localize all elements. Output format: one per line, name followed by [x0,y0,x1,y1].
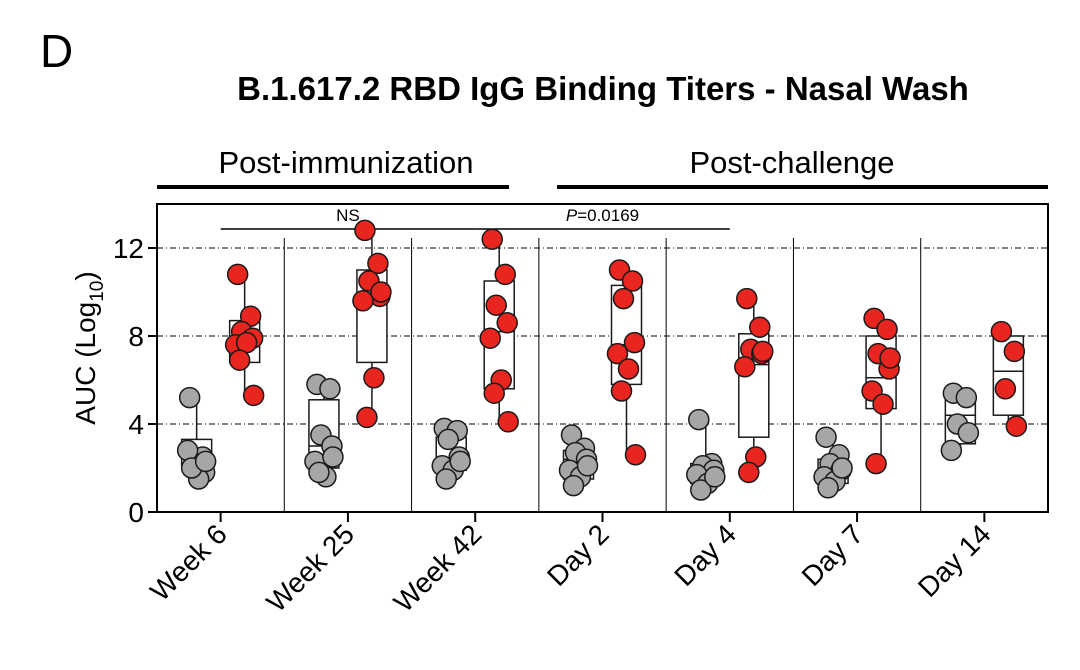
x-tick-label-0: Week 6 [144,518,233,607]
data-point-s1-3-6 [610,380,633,402]
gridlines [157,247,1048,425]
y-axis: 0 4 8 12 [113,233,157,528]
data-point-s1-0-7 [242,384,265,407]
group-label-post-challenge: Post-challenge [689,145,894,180]
data-point-s1-3-7 [624,444,647,466]
data-point-s1-4-6 [738,461,760,484]
y-tick-label-8: 8 [128,321,144,352]
x-axis: Week 6 Week 25 Week 42 Day 2 Day 4 Day 7 Day 1… [144,512,997,618]
data-point-s1-3-4 [606,342,629,365]
x-tick-label-4: Day 4 [668,518,742,592]
data-point-s1-3-5 [617,358,640,380]
data-point-s1-6-1 [1003,340,1026,363]
data-point-s1-2-0 [481,228,503,250]
category-separators [283,238,922,512]
data-point-s1-4-4 [734,356,756,378]
data-point-s1-4-7 [752,340,774,363]
data-point-s0-5-7 [831,457,853,479]
data-point-s1-1-6 [356,406,378,429]
data-point-s1-6-2 [994,378,1017,400]
data-point-s1-3-2 [612,287,635,310]
data-point-s0-6-1 [955,386,978,409]
plot-frame [156,203,1049,513]
y-tick-label-0: 0 [128,497,144,528]
chart-title: B.1.617.2 RBD IgG Binding Titers - Nasal… [237,70,969,107]
data-point-s1-5-7 [879,347,901,369]
data-point-s1-5-6 [865,452,887,475]
data-point-s0-0-0 [178,386,201,409]
annotation-label-0: NS [336,206,360,225]
data-point-s0-4-0 [688,408,710,431]
x-tick-label-5: Day 7 [796,518,870,592]
data-point-s1-3-3 [623,331,646,354]
data-point-s0-3-6 [562,474,585,497]
data-point-s1-6-0 [990,320,1013,343]
y-tick-label-4: 4 [128,409,144,440]
data-point-s0-6-4 [940,439,963,462]
data-point-s0-2-7 [449,450,471,473]
data-point-s0-5-6 [817,477,839,499]
data-point-s1-2-6 [483,382,505,404]
data-point-s1-3-1 [621,270,644,292]
data-points [176,219,1028,501]
data-point-s1-2-1 [494,263,516,286]
data-point-s1-5-5 [872,393,894,415]
data-point-s1-5-1 [876,318,898,341]
x-tick-label-2: Week 42 [388,518,488,618]
data-point-s1-1-0 [354,219,376,242]
data-point-s1-1-4 [352,290,374,312]
x-tick-label-1: Week 25 [260,518,360,618]
x-tick-label-6: Day 14 [912,518,997,603]
data-point-s1-6-3 [1005,415,1028,437]
data-point-s0-0-4 [176,439,199,462]
data-point-s1-0-0 [226,263,249,286]
data-point-s0-6-3 [957,422,980,444]
x-tick-label-3: Day 2 [541,518,615,592]
group-label-post-immunization: Post-immunization [219,145,474,180]
data-point-s0-1-6 [308,461,330,484]
data-point-s0-3-7 [576,455,599,477]
data-point-s1-2-4 [479,327,501,349]
data-point-s0-4-7 [704,466,726,488]
significance-annotations: NS P=0.0169 [220,206,730,230]
data-point-s1-4-1 [749,316,771,338]
data-point-s1-1-5 [363,367,385,389]
data-point-s0-2-6 [435,468,457,490]
data-point-s1-1-1 [367,252,389,275]
y-axis-label: AUC (Log10) [70,271,108,424]
data-point-s1-4-0 [736,287,758,310]
y-tick-label-12: 12 [113,233,144,264]
data-point-s0-0-7 [194,450,217,473]
annotation-label-1: P=0.0169 [566,206,639,225]
data-point-s0-1-1 [319,378,341,400]
panel-label: D [40,25,73,77]
data-point-s1-2-7 [497,411,519,433]
data-point-s1-1-7 [370,281,392,303]
data-point-s1-0-6 [228,349,251,371]
data-point-s1-2-2 [485,294,507,316]
data-point-s0-4-6 [690,479,712,501]
data-point-s0-1-7 [322,446,344,468]
data-point-s0-2-2 [437,428,459,451]
data-point-s0-5-0 [815,426,837,448]
data-point-s1-2-3 [496,312,518,334]
